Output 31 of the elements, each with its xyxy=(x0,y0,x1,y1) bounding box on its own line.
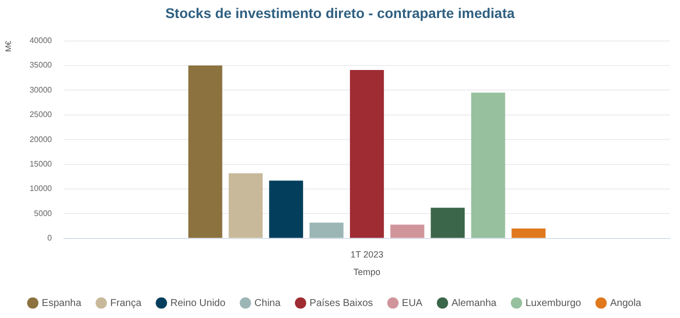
y-tick-label: 30000 xyxy=(30,85,52,94)
chart-title: Stocks de investimento direto - contraparte imediata xyxy=(164,4,516,23)
bar xyxy=(390,224,424,238)
bar xyxy=(430,208,465,238)
y-tick-label: 20000 xyxy=(30,134,52,144)
bar xyxy=(269,180,304,238)
legend-label: Luxemburgo xyxy=(525,298,582,309)
legend-label: China xyxy=(254,298,281,309)
legend-label: Países Baixos xyxy=(310,298,373,309)
legend-label: Angola xyxy=(610,298,642,309)
y-tick-label: 5000 xyxy=(34,208,52,218)
bar xyxy=(228,173,263,238)
legend-label: Alemanha xyxy=(451,298,497,309)
x-tick-label: 1T 2023 xyxy=(350,249,384,260)
legend-label: Espanha xyxy=(42,298,82,309)
y-tick-label: 10000 xyxy=(30,184,52,194)
x-axis-title: Tempo xyxy=(353,267,380,278)
bar xyxy=(512,228,546,238)
legend-label: França xyxy=(110,298,142,309)
y-tick-label: 15000 xyxy=(30,160,52,169)
y-tick-label: 25000 xyxy=(30,110,52,120)
bar xyxy=(350,70,384,238)
y-tick-label: 35000 xyxy=(30,60,52,70)
legend-label: Reino Unido xyxy=(170,298,226,309)
y-tick-label: 0 xyxy=(47,234,52,243)
bar xyxy=(188,66,222,238)
bar xyxy=(471,92,506,238)
y-axis-title: M€ xyxy=(4,40,14,52)
legend-label: EUA xyxy=(402,298,423,309)
bar xyxy=(310,222,344,238)
y-tick-label: 40000 xyxy=(30,36,52,46)
